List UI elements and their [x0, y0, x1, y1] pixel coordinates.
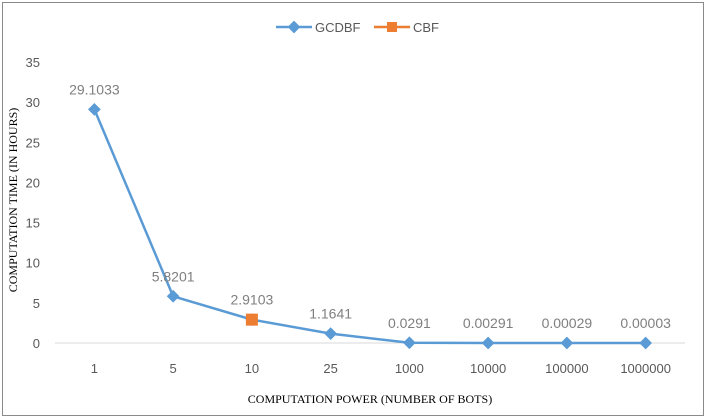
- y-tick-label: 30: [26, 95, 40, 110]
- x-tick-label: 1: [91, 361, 98, 376]
- x-axis-title: COMPUTATION POWER (NUMBER OF BOTS): [248, 392, 492, 406]
- chart-frame: [2, 2, 704, 416]
- data-label: 5.8201: [152, 268, 195, 284]
- x-tick-label: 1000: [395, 361, 424, 376]
- legend-gcdbf-marker: [287, 20, 301, 34]
- x-tick-label: 1000000: [620, 361, 671, 376]
- x-tick-label: 25: [323, 361, 337, 376]
- series-layer: [88, 102, 652, 350]
- y-tick-label: 15: [26, 216, 40, 231]
- y-axis: 0 5 10 15 20 25 30 35: [26, 55, 40, 351]
- data-label: 2.9103: [230, 292, 273, 308]
- y-tick-label: 25: [26, 135, 40, 150]
- x-tick-label: 10000: [470, 361, 506, 376]
- legend-cbf-marker: [387, 22, 397, 32]
- y-tick-label: 5: [33, 296, 40, 311]
- legend-gcdbf-label: GCDBF: [315, 20, 361, 35]
- data-point-gcdbf: [403, 336, 416, 350]
- data-label: 0.0291: [388, 315, 431, 331]
- data-label: 29.1033: [69, 81, 120, 97]
- legend: GCDBF CBF: [276, 20, 439, 35]
- data-point-cbf: [245, 313, 258, 326]
- data-label: 1.1641: [309, 306, 352, 322]
- legend-cbf-label: CBF: [413, 20, 439, 35]
- data-label: 0.00029: [542, 315, 593, 331]
- y-tick-label: 20: [26, 175, 40, 190]
- y-tick-label: 10: [26, 256, 40, 271]
- data-point-gcdbf: [88, 102, 101, 116]
- x-tick-label: 100000: [545, 361, 588, 376]
- x-tick-label: 10: [245, 361, 259, 376]
- x-axis: 1 5 10 25 1000 10000 100000 1000000: [91, 361, 671, 376]
- data-point-gcdbf: [324, 327, 337, 341]
- y-tick-label: 35: [26, 55, 40, 70]
- data-point-gcdbf: [166, 289, 180, 303]
- data-label: 0.00291: [463, 315, 514, 331]
- y-tick-label: 0: [33, 336, 40, 351]
- data-point-gcdbf: [481, 336, 495, 350]
- y-axis-title: COMPUTATION TIME (IN HOURS): [6, 108, 20, 292]
- data-point-gcdbf: [639, 336, 652, 350]
- data-point-gcdbf: [560, 336, 574, 350]
- data-label: 0.00003: [620, 315, 671, 331]
- series-line-gcdbf: [93, 108, 646, 345]
- x-tick-label: 5: [170, 361, 177, 376]
- data-labels: 29.1033 5.8201 2.9103 1.1641 0.0291 0.00291 0.…: [69, 81, 671, 331]
